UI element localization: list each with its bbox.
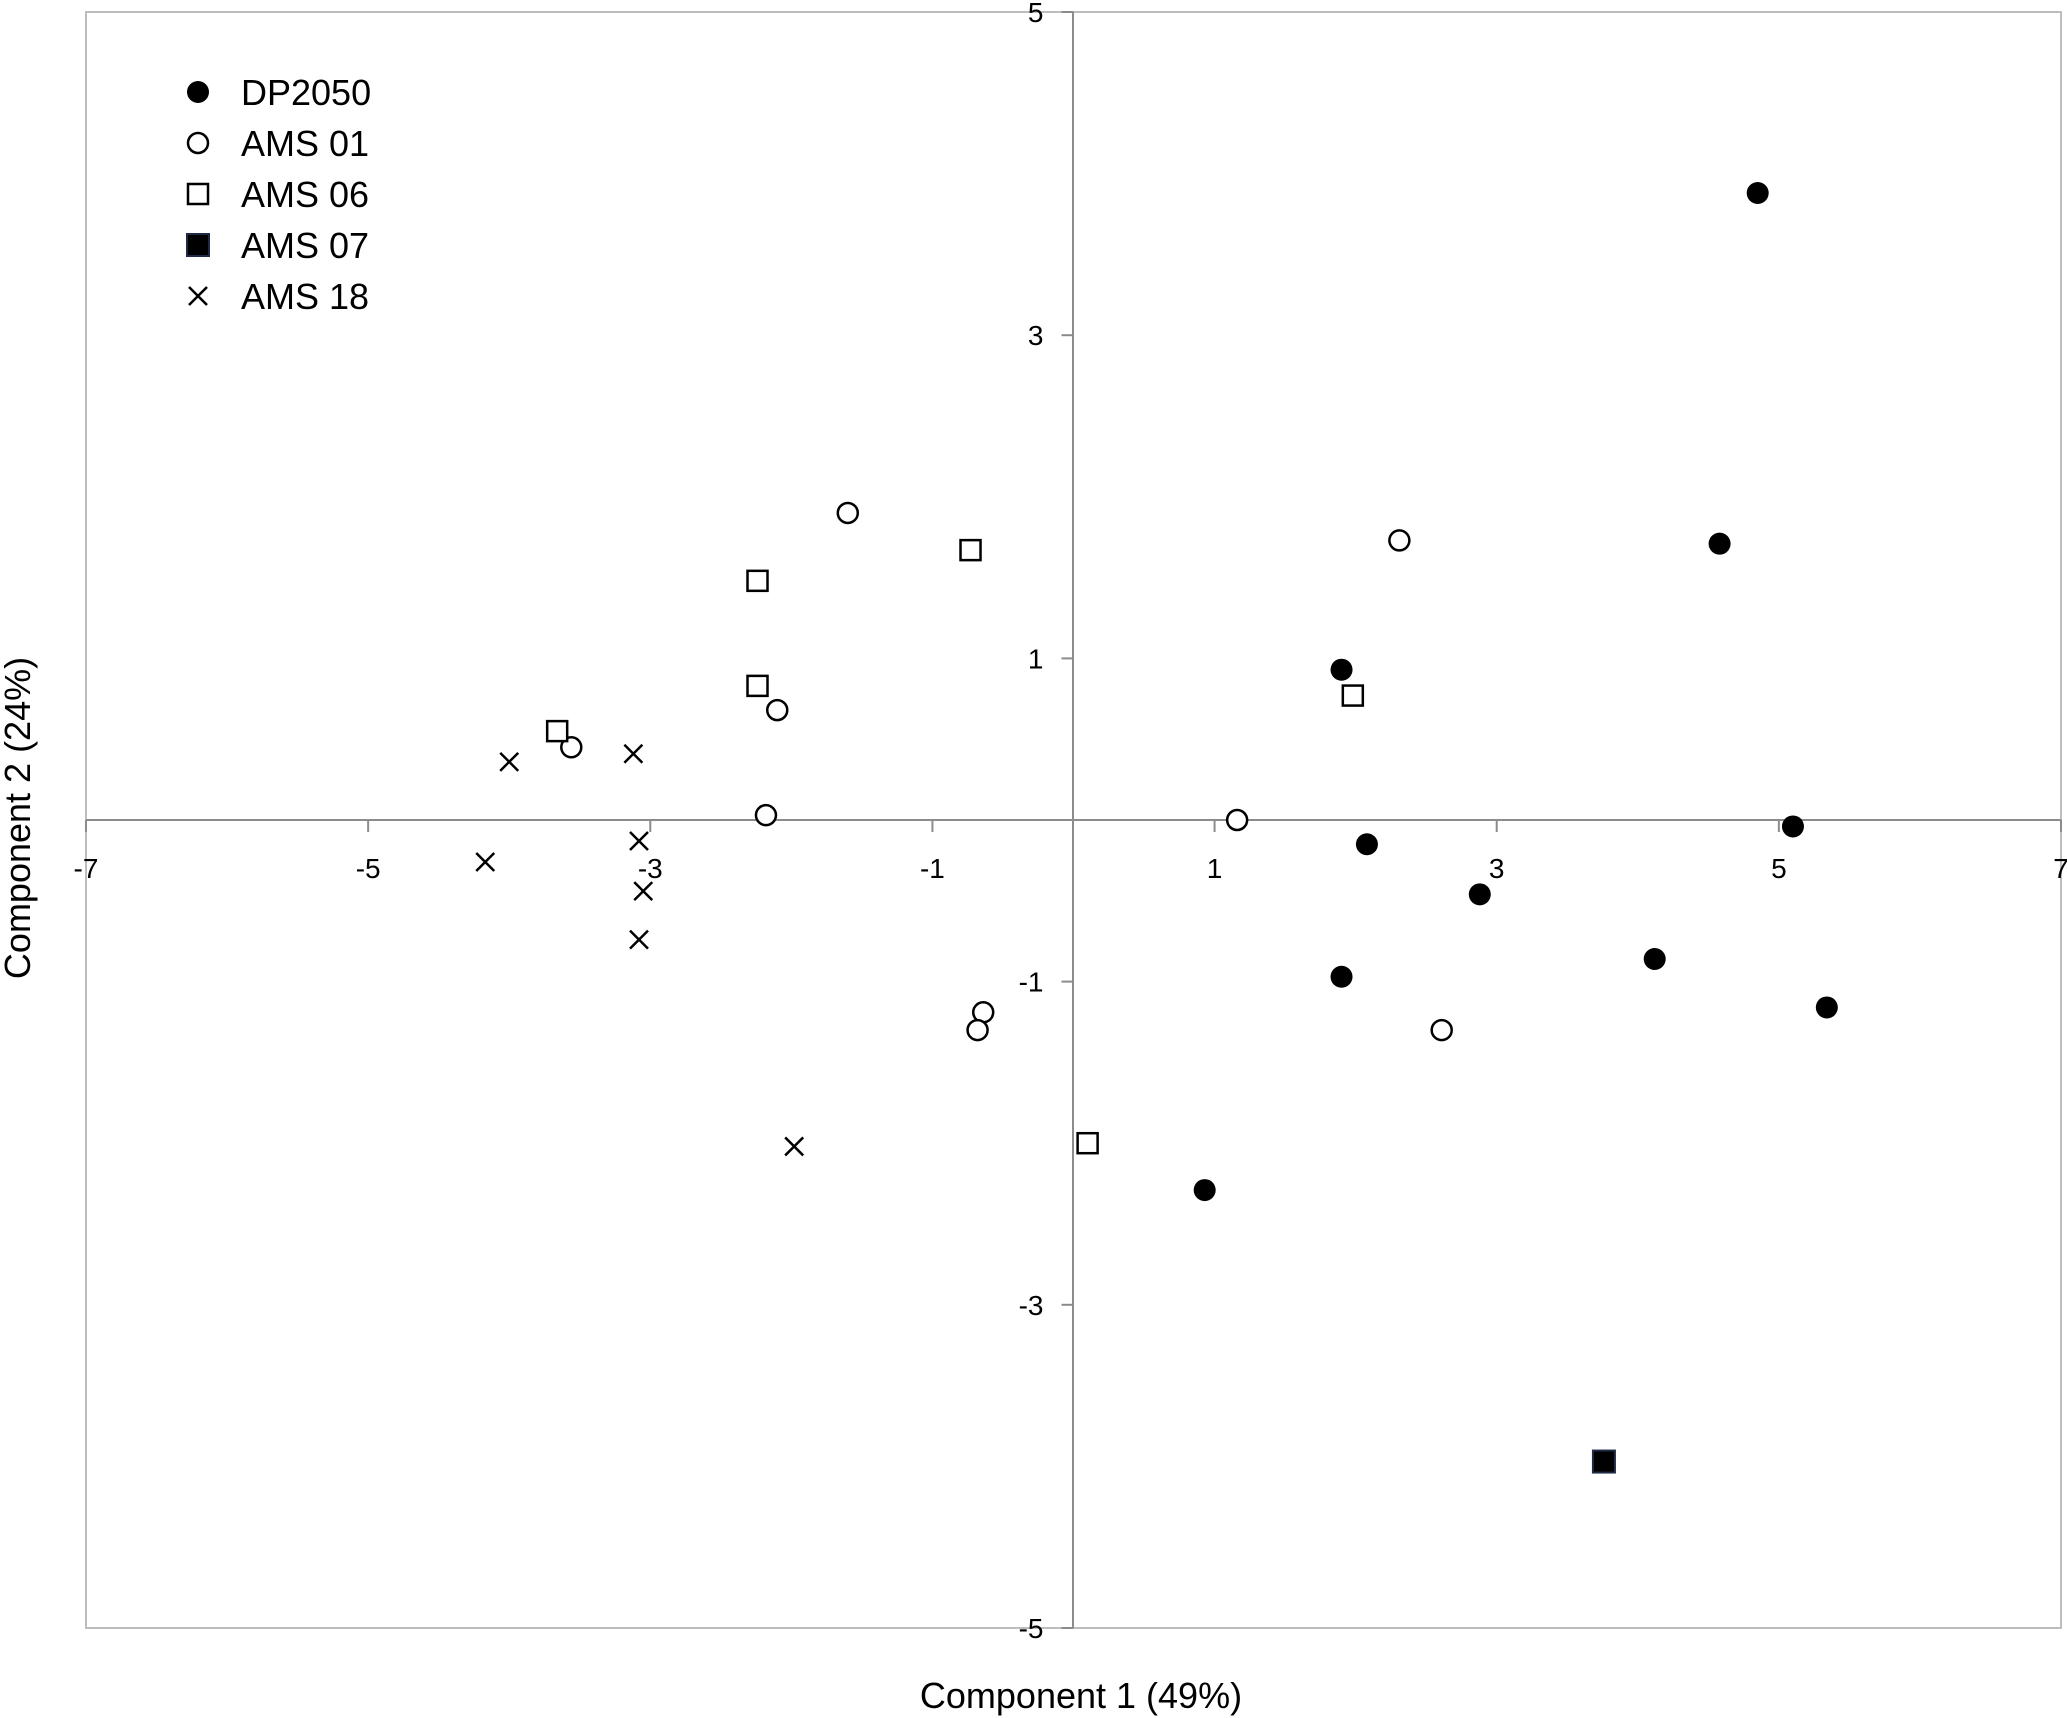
point-ams-18 xyxy=(629,929,649,950)
point-dp2050 xyxy=(1643,947,1666,970)
legend-marker-ams-01 xyxy=(186,131,210,155)
y-tick-label: -5 xyxy=(1019,1613,1044,1644)
point-ams-01 xyxy=(1430,1018,1453,1042)
y-tick-label: 1 xyxy=(1028,643,1044,674)
y-tick-label: 3 xyxy=(1028,320,1044,351)
x-tick-label: 5 xyxy=(1771,853,1787,884)
legend-label-ams-07: AMS 07 xyxy=(241,225,369,266)
data-points xyxy=(475,181,1838,1474)
point-ams-01 xyxy=(1225,808,1249,832)
point-ams-01 xyxy=(966,1018,989,1042)
point-ams-06 xyxy=(1076,1131,1099,1155)
point-ams-01 xyxy=(1388,529,1411,552)
x-tick-label: -5 xyxy=(356,853,381,884)
x-axis-title: Component 1 (49%) xyxy=(920,1675,1242,1716)
point-ams-18 xyxy=(499,751,520,772)
x-tick-label: 3 xyxy=(1489,853,1505,884)
legend-label-ams-18: AMS 18 xyxy=(241,276,369,317)
y-axis-ticks: 5 3 1 -1 -3 -5 xyxy=(1019,0,1074,1644)
legend-marker-ams-18 xyxy=(188,286,208,306)
y-tick-label: -3 xyxy=(1019,1290,1044,1321)
point-dp2050 xyxy=(1330,965,1353,988)
point-ams-07 xyxy=(1591,1449,1616,1474)
x-tick-label: 7 xyxy=(2053,853,2067,884)
x-tick-label: -7 xyxy=(74,853,99,884)
point-ams-01 xyxy=(754,803,778,827)
x-tick-label: -3 xyxy=(638,853,663,884)
point-dp2050 xyxy=(1781,815,1804,838)
point-ams-06 xyxy=(746,674,769,698)
point-ams-18 xyxy=(629,831,649,851)
legend-label-ams-01: AMS 01 xyxy=(241,123,369,164)
point-ams-18 xyxy=(784,1136,805,1157)
point-ams-06 xyxy=(746,569,769,593)
point-ams-01 xyxy=(766,698,789,722)
legend-label-dp2050: DP2050 xyxy=(241,72,371,113)
point-ams-01 xyxy=(836,501,860,525)
point-dp2050 xyxy=(1708,532,1731,555)
point-dp2050 xyxy=(1355,833,1378,856)
point-ams-18 xyxy=(475,852,496,872)
point-dp2050 xyxy=(1330,658,1353,681)
x-tick-label: 1 xyxy=(1207,853,1223,884)
legend-label-ams-06: AMS 06 xyxy=(241,174,369,215)
point-ams-18 xyxy=(623,743,644,764)
point-dp2050 xyxy=(1746,181,1769,204)
point-ams-06 xyxy=(959,538,982,562)
y-axis-title: Component 2 (24%) xyxy=(0,657,38,979)
point-dp2050 xyxy=(1815,996,1838,1019)
x-axis-ticks: -7 -5 -3 -1 1 3 5 7 xyxy=(74,820,2067,884)
point-ams-18 xyxy=(633,881,654,901)
y-tick-label: 5 xyxy=(1028,0,1044,28)
point-dp2050 xyxy=(1468,883,1491,906)
legend: DP2050 AMS 01 AMS 06 AMS 07 AMS 18 xyxy=(186,72,371,317)
x-tick-label: -1 xyxy=(920,853,945,884)
y-tick-label: -1 xyxy=(1019,967,1044,998)
legend-marker-ams-06 xyxy=(186,182,210,206)
legend-marker-dp2050 xyxy=(187,81,209,103)
legend-marker-ams-07 xyxy=(186,233,210,257)
point-ams-06 xyxy=(545,719,569,743)
point-ams-06 xyxy=(1341,684,1365,707)
point-dp2050 xyxy=(1193,1179,1216,1202)
